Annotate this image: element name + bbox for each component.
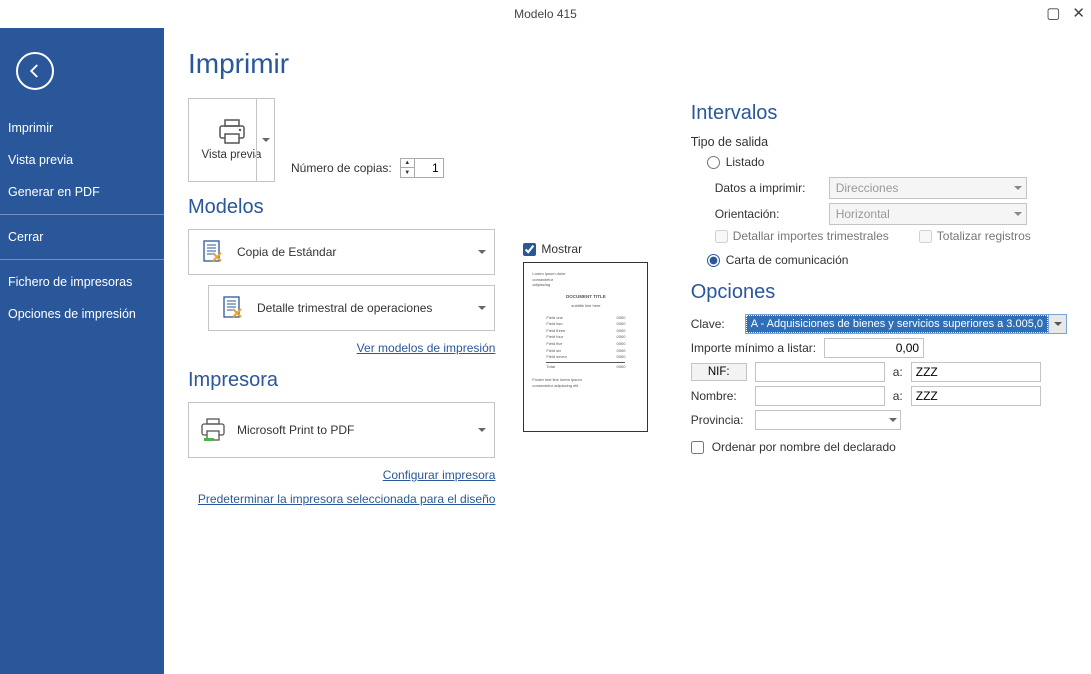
printer-config-link[interactable]: Configurar impresora [383, 468, 496, 482]
ordenar-label: Ordenar por nombre del declarado [712, 440, 896, 454]
ordenar-checkbox[interactable] [691, 441, 704, 454]
importe-label: Importe mínimo a listar: [691, 341, 816, 355]
chevron-down-icon [478, 428, 486, 432]
provincia-label: Provincia: [691, 413, 747, 427]
printer-name: Microsoft Print to PDF [237, 423, 354, 437]
models-link[interactable]: Ver modelos de impresión [357, 341, 496, 355]
nif-button[interactable]: NIF: [691, 363, 747, 381]
models-heading: Modelos [188, 196, 495, 219]
preview-dropdown-icon[interactable] [256, 99, 274, 181]
nombre-to-input[interactable] [911, 386, 1041, 406]
printer-heading: Impresora [188, 369, 495, 392]
orient-label: Orientación: [715, 207, 821, 221]
nif-from-input[interactable] [755, 362, 885, 382]
clave-value: A - Adquisiciones de bienes y servicios … [746, 315, 1048, 333]
printer-default-link[interactable]: Predeterminar la impresora seleccionada … [198, 492, 496, 506]
sidebar-item-opciones-impresion[interactable]: Opciones de impresión [0, 298, 164, 330]
chevron-down-icon [478, 250, 486, 254]
chevron-down-icon[interactable] [1048, 315, 1066, 333]
main-content: Imprimir Vista previa Número de copias: … [164, 28, 1091, 674]
model-2-label: Detalle trimestral de operaciones [257, 301, 432, 315]
sidebar-separator [0, 214, 164, 215]
sidebar-separator [0, 259, 164, 260]
options-heading: Opciones [691, 281, 1067, 304]
datos-select: Direcciones [829, 177, 1027, 199]
show-label: Mostrar [541, 242, 582, 256]
datos-label: Datos a imprimir: [715, 181, 821, 195]
copies-spinner[interactable]: ▲▼ [400, 158, 444, 178]
printer-icon [216, 119, 248, 145]
copies-label: Número de copias: [291, 161, 392, 175]
window-controls: ▢ ✕ [1046, 4, 1085, 22]
a-label-1: a: [893, 365, 903, 379]
totalizar-checkbox [919, 230, 932, 243]
printer-select[interactable]: Microsoft Print to PDF [188, 402, 495, 458]
printer-icon [199, 416, 227, 444]
provincia-select[interactable] [755, 410, 901, 430]
document-icon [199, 238, 227, 266]
sidebar-item-fichero-impresoras[interactable]: Fichero de impresoras [0, 266, 164, 298]
spinner-up-icon[interactable]: ▲ [401, 159, 414, 168]
carta-radio[interactable] [707, 254, 720, 267]
a-label-2: a: [893, 389, 903, 403]
copies-input[interactable] [415, 159, 443, 177]
titlebar: Modelo 415 ▢ ✕ [0, 0, 1091, 28]
nombre-label: Nombre: [691, 389, 747, 403]
orient-select: Horizontal [829, 203, 1027, 225]
importe-input[interactable] [824, 338, 924, 358]
sidebar-item-cerrar[interactable]: Cerrar [0, 221, 164, 253]
maximize-icon[interactable]: ▢ [1046, 4, 1060, 22]
model-select-2[interactable]: Detalle trimestral de operaciones [208, 285, 495, 331]
show-checkbox[interactable] [523, 243, 536, 256]
preview-button[interactable]: Vista previa [188, 98, 275, 182]
chevron-down-icon [478, 306, 486, 310]
intervals-heading: Intervalos [691, 102, 1067, 125]
page-title: Imprimir [188, 48, 495, 80]
clave-select[interactable]: A - Adquisiciones de bienes y servicios … [745, 314, 1067, 334]
model-select-1[interactable]: Copia de Estándar [188, 229, 495, 275]
listado-radio[interactable] [707, 156, 720, 169]
document-icon [219, 294, 247, 322]
totalizar-label: Totalizar registros [937, 229, 1031, 243]
sidebar-item-imprimir[interactable]: Imprimir [0, 112, 164, 144]
window-title: Modelo 415 [514, 7, 577, 21]
sidebar: Imprimir Vista previa Generar en PDF Cer… [0, 28, 164, 674]
sidebar-item-generar-pdf[interactable]: Generar en PDF [0, 176, 164, 208]
nif-to-input[interactable] [911, 362, 1041, 382]
back-button[interactable] [16, 52, 54, 90]
spinner-down-icon[interactable]: ▼ [401, 168, 414, 177]
model-1-label: Copia de Estándar [237, 245, 336, 259]
nombre-from-input[interactable] [755, 386, 885, 406]
detallar-checkbox [715, 230, 728, 243]
clave-label: Clave: [691, 317, 737, 331]
detallar-label: Detallar importes trimestrales [733, 229, 889, 243]
preview-button-label: Vista previa [202, 149, 262, 161]
document-preview-thumbnail: Lorem ipsum dolor consectetur adipiscing… [523, 262, 648, 432]
output-type-label: Tipo de salida [691, 135, 1067, 149]
listado-label: Listado [726, 155, 765, 169]
close-icon[interactable]: ✕ [1072, 4, 1085, 22]
sidebar-item-vista-previa[interactable]: Vista previa [0, 144, 164, 176]
carta-label: Carta de comunicación [726, 253, 849, 267]
